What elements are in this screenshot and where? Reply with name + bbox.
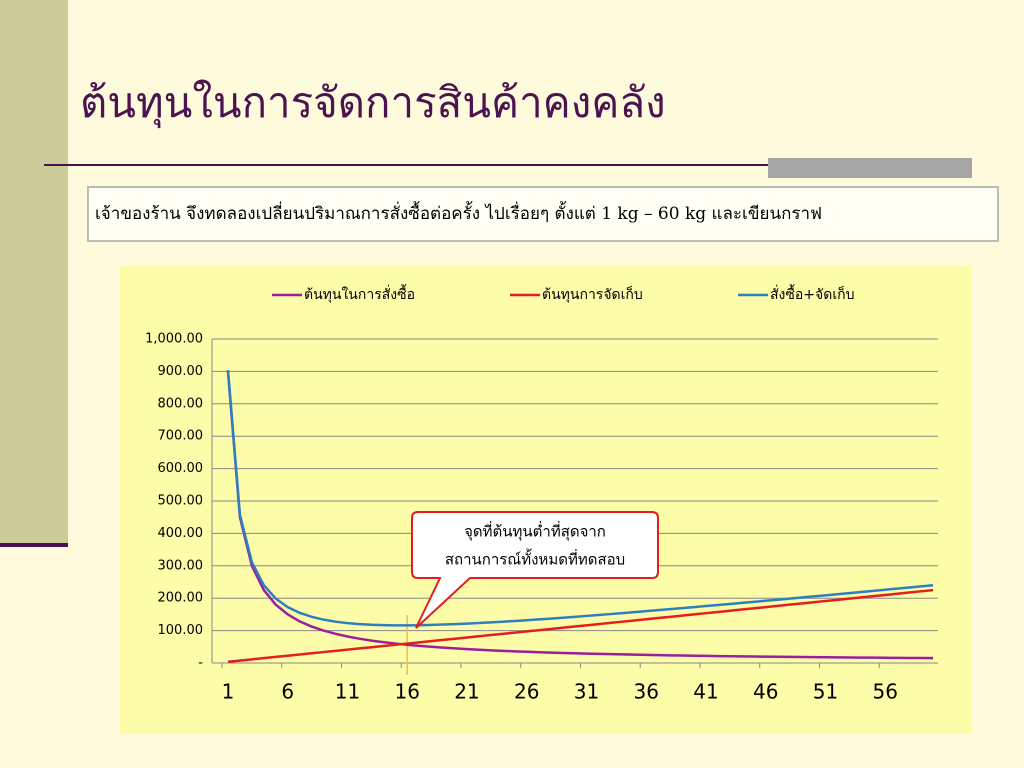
x-tick-label: 11 [335,680,360,704]
chart-area [120,265,972,733]
y-tick-label: 700.00 [158,429,204,444]
title-rule [44,164,972,166]
x-tick-label: 1 [222,680,235,704]
y-tick-label: 800.00 [158,396,204,411]
y-tick-label: 400.00 [158,526,204,541]
y-tick-label: 500.00 [158,494,204,509]
x-tick-label: 41 [693,680,718,704]
x-tick-label: 46 [753,680,778,704]
legend-label: ต้นทุนในการสั่งซื้อ [304,284,415,303]
description-box: เจ้าของร้าน จึงทดลองเปลี่ยนปริมาณการสั่ง… [87,186,999,242]
x-tick-label: 26 [514,680,539,704]
slide-title: ต้นทุนในการจัดการสินค้าคงคลัง [80,78,666,127]
legend-label: สั่งซื้อ+จัดเก็บ [770,284,854,303]
side-strip-line [0,543,68,547]
y-tick-label: 100.00 [158,623,204,638]
x-tick-label: 56 [872,680,897,704]
y-tick-label: 1,000.00 [145,332,203,347]
callout-text: สถานการณ์ทั้งหมดที่ทดสอบ [445,549,625,569]
x-tick-label: 16 [394,680,419,704]
y-tick-label: 900.00 [158,364,204,379]
x-tick-label: 6 [281,680,294,704]
y-tick-label: 600.00 [158,461,204,476]
series-line [227,588,934,664]
x-tick-label: 51 [813,680,838,704]
accent-box [768,158,972,178]
y-tick-label: - [198,656,203,671]
callout-text: จุดที่ต้นทุนต่ำที่สุดจาก [464,521,606,542]
x-tick-label: 36 [633,680,658,704]
side-strip [0,0,68,543]
callout [411,511,659,629]
y-tick-label: 300.00 [158,558,204,573]
x-tick-label: 31 [574,680,599,704]
legend-label: ต้นทุนการจัดเก็บ [542,285,643,303]
series-line [226,370,934,627]
y-tick-label: 200.00 [158,591,204,606]
series-line [226,371,934,660]
x-tick-label: 21 [454,680,479,704]
